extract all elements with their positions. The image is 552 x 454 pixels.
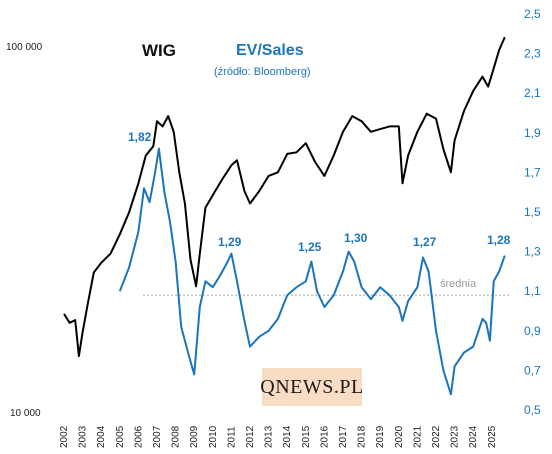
x-tick-label: 2002 [59, 425, 70, 448]
x-tick-label: 2022 [431, 425, 442, 448]
right-tick-label: 0,9 [524, 324, 541, 338]
logo-text: QNEWS.PL [260, 375, 364, 398]
x-tick-label: 2007 [152, 425, 163, 448]
chart-title: WIG [142, 41, 176, 60]
x-tick-label: 2004 [96, 425, 107, 448]
x-tick-label: 2003 [78, 425, 89, 448]
series-line-wig [63, 36, 506, 358]
annotation-label: 1,28 [487, 233, 511, 247]
right-axis-ticks: 0,5 0,7 0,9 1,1 1,3 1,5 1,7 1,9 2,1 2,3 2,5 [524, 7, 541, 417]
x-tick-label: 2016 [319, 425, 330, 448]
x-tick-label: 2019 [375, 425, 386, 448]
qnews-logo: QNEWS.PL [260, 368, 364, 406]
left-tick-label: 10 000 [10, 408, 41, 419]
x-axis-ticks: 2002 2003 2004 2005 2006 2007 2008 2009 2010 2011… [59, 425, 498, 448]
x-tick-label: 2014 [282, 425, 293, 448]
series-line-ev-sales [118, 147, 506, 396]
x-tick-label: 2009 [189, 425, 200, 448]
x-tick-label: 2005 [115, 425, 126, 448]
x-tick-label: 2015 [301, 425, 312, 448]
x-tick-label: 2025 [487, 425, 498, 448]
x-tick-label: 2017 [338, 425, 349, 448]
right-tick-label: 1,3 [524, 245, 541, 259]
peak-annotations: 1,82 1,29 1,25 1,30 1,27 1,28 [128, 130, 511, 254]
right-tick-label: 1,5 [524, 205, 541, 219]
x-tick-label: 2020 [394, 425, 405, 448]
right-tick-label: 1,9 [524, 126, 541, 140]
right-tick-label: 2,5 [524, 7, 541, 21]
x-tick-label: 2021 [412, 425, 423, 448]
annotation-label: 1,82 [128, 130, 152, 144]
right-tick-label: 2,1 [524, 86, 541, 100]
chart-subtitle: EV/Sales [236, 42, 304, 59]
x-tick-label: 2008 [171, 425, 182, 448]
average-group: średnia [143, 278, 510, 296]
annotation-label: 1,25 [298, 240, 322, 254]
x-tick-label: 2010 [208, 425, 219, 448]
right-tick-label: 0,5 [524, 403, 541, 417]
left-axis-ticks: 10 000 100 000 [6, 42, 43, 419]
chart-source: (źródło: Bloomberg) [214, 66, 311, 78]
left-tick-label: 100 000 [6, 42, 43, 53]
annotation-label: 1,27 [413, 235, 437, 249]
x-tick-label: 2011 [226, 426, 237, 448]
right-tick-label: 1,7 [524, 165, 541, 179]
average-label: średnia [440, 278, 477, 290]
x-tick-label: 2013 [264, 425, 275, 448]
chart-titles: WIG EV/Sales (źródło: Bloomberg) [142, 41, 311, 78]
x-tick-label: 2006 [133, 425, 144, 448]
annotation-label: 1,29 [218, 235, 242, 249]
right-tick-label: 1,1 [524, 284, 541, 298]
x-tick-label: 2024 [468, 425, 479, 448]
x-tick-label: 2023 [450, 425, 461, 448]
x-tick-label: 2018 [357, 425, 368, 448]
right-tick-label: 0,7 [524, 363, 541, 377]
annotation-label: 1,30 [344, 231, 368, 245]
x-tick-label: 2012 [245, 425, 256, 448]
right-tick-label: 2,3 [524, 47, 541, 61]
